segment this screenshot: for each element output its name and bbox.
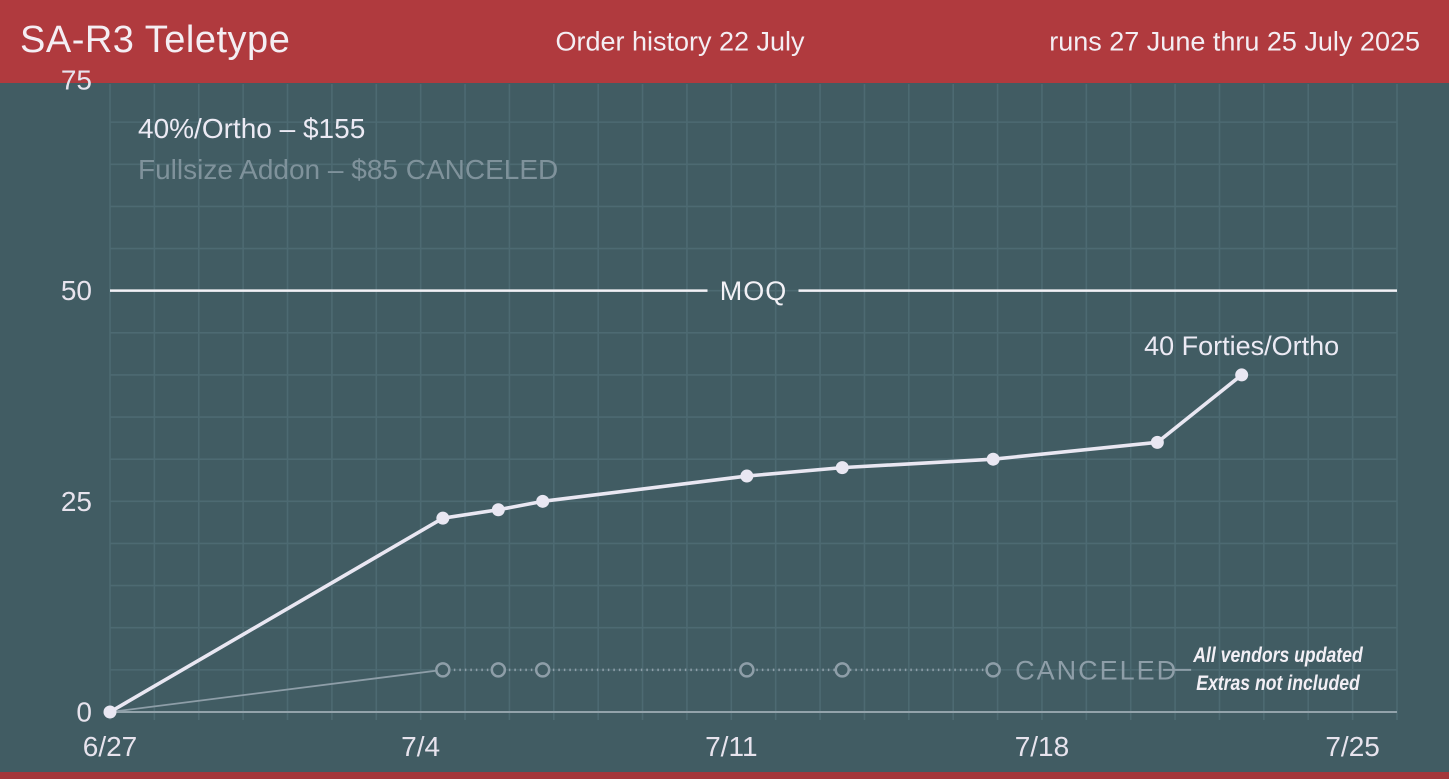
header-bar: SA-R3 Teletype Order history 22 July run… xyxy=(0,0,1449,83)
main-data-point xyxy=(1150,435,1164,449)
main-data-point xyxy=(103,705,117,719)
canceled-data-point xyxy=(490,662,507,678)
y-axis-tick-label: 0 xyxy=(76,697,92,728)
bottom-accent-bar xyxy=(0,772,1449,779)
main-data-point xyxy=(436,511,450,525)
y-axis-tick-label: 50 xyxy=(61,275,92,306)
moq-label: MOQ xyxy=(720,276,788,306)
vendor-note: All vendors updated Extras not included xyxy=(1188,641,1368,697)
main-data-point xyxy=(835,461,849,475)
header-date-range: runs 27 June thru 25 July 2025 xyxy=(1049,26,1420,56)
y-axis-tick-label: 75 xyxy=(61,65,92,96)
main-data-point xyxy=(491,503,505,517)
canceled-data-point xyxy=(435,662,451,678)
legend-item-primary: 40%/Ortho – $155 xyxy=(138,113,366,144)
x-axis-tick-label: 7/25 xyxy=(1325,731,1380,762)
canceled-data-point xyxy=(739,662,755,678)
x-axis-tick-label: 7/4 xyxy=(401,731,440,762)
canceled-series-label: CANCELED xyxy=(1015,655,1178,685)
canceled-data-point xyxy=(534,662,551,678)
x-axis-tick-label: 6/27 xyxy=(83,731,138,762)
canceled-data-point xyxy=(985,662,1001,678)
x-axis-tick-label: 7/18 xyxy=(1015,731,1070,762)
x-axis-tick-label: 7/11 xyxy=(705,731,757,762)
legend-item-canceled: Fullsize Addon – $85 CANCELED xyxy=(138,154,559,185)
vendor-note-line2: Extras not included xyxy=(1196,671,1360,695)
main-data-point xyxy=(986,452,1000,466)
canceled-series-lead-segment xyxy=(109,668,443,713)
y-axis-tick-label: 25 xyxy=(61,486,92,517)
main-data-point xyxy=(1235,368,1249,382)
main-data-point xyxy=(740,469,754,483)
legend: 40%/Ortho – $155 Fullsize Addon – $85 CA… xyxy=(138,108,558,190)
main-series-end-label: 40 Forties/Ortho xyxy=(1144,331,1339,361)
vendor-note-line1: All vendors updated xyxy=(1193,643,1363,667)
header-subtitle: Order history 22 July xyxy=(555,26,805,56)
canceled-data-point xyxy=(834,662,851,678)
main-data-point xyxy=(536,494,550,508)
page-title: SA-R3 Teletype xyxy=(20,18,291,61)
